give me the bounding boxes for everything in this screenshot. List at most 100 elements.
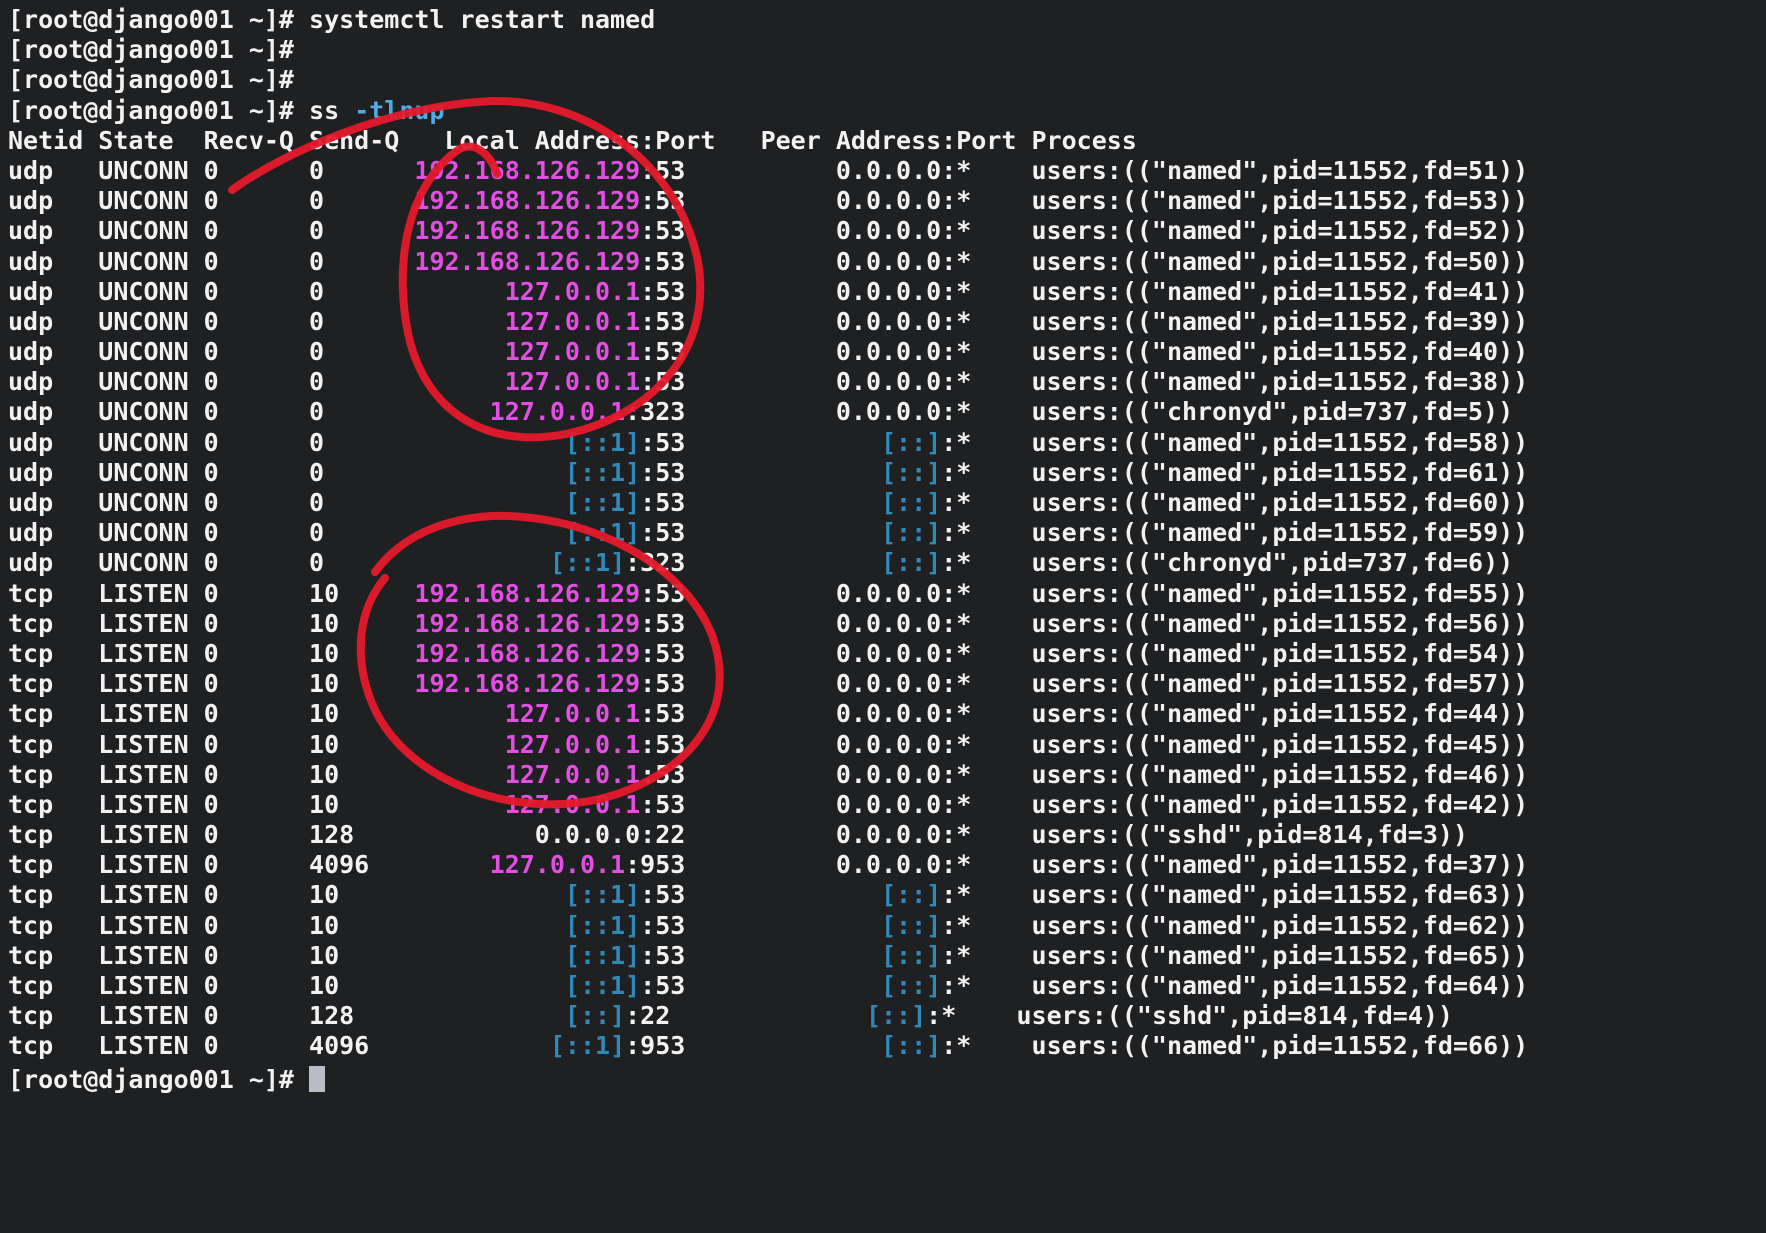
terminal-line: udp UNCONN 0 0 192.168.126.129:53 0.0.0.… [8, 186, 1528, 216]
terminal-text: [root@django001 ~]# [8, 1064, 310, 1094]
terminal-text: :53 0.0.0.0:* users:(("named",pid=11552,… [640, 337, 1529, 367]
terminal-text: :53 [640, 457, 881, 487]
terminal-text: :* users:(("named",pid=11552,fd=62)) [941, 910, 1529, 940]
ipv6-address: [::1] [549, 548, 626, 578]
terminal-text: [root@django001 ~]# [8, 35, 294, 65]
terminal-text: :* users:(("named",pid=11552,fd=65)) [941, 940, 1529, 970]
terminal-line: [root@django001 ~]# [8, 65, 1528, 95]
ip-address: 192.168.126.129 [414, 669, 641, 699]
terminal-line: tcp LISTEN 0 10 127.0.0.1:53 0.0.0.0:* u… [8, 760, 1528, 790]
terminal-text: :53 [640, 427, 881, 457]
terminal-text: :* users:(("chronyd",pid=737,fd=6)) [941, 548, 1514, 578]
terminal-text: :53 [640, 910, 881, 940]
ip-address: 192.168.126.129 [414, 246, 641, 276]
ipv6-address: [::1] [564, 457, 641, 487]
terminal-text: udp UNCONN 0 0 [8, 518, 565, 548]
terminal-text: tcp LISTEN 0 10 [8, 638, 415, 668]
terminal-text: tcp LISTEN 0 4096 [8, 1031, 550, 1061]
terminal-text: udp UNCONN 0 0 [8, 216, 415, 246]
ip-address: 192.168.126.129 [414, 186, 641, 216]
ip-address: 127.0.0.1 [504, 367, 641, 397]
terminal-text: :* users:(("named",pid=11552,fd=64)) [941, 971, 1529, 1000]
ipv6-address: [::] [881, 427, 942, 457]
terminal-text: :* users:(("sshd",pid=814,fd=4)) [926, 1001, 1453, 1031]
terminal-text: tcp LISTEN 0 10 [8, 880, 565, 910]
terminal-text: udp UNCONN 0 0 [8, 548, 550, 578]
terminal-text: :53 0.0.0.0:* users:(("named",pid=11552,… [640, 578, 1529, 608]
terminal-text: udp UNCONN 0 0 [8, 367, 505, 397]
terminal-line: udp UNCONN 0 0 127.0.0.1:53 0.0.0.0:* us… [8, 277, 1528, 307]
ip-address: 192.168.126.129 [414, 155, 641, 185]
terminal-text: [root@django001 ~]# systemctl restart na… [8, 5, 656, 34]
terminal-text: :* users:(("named",pid=11552,fd=61)) [941, 457, 1529, 487]
ipv6-address: [::1] [564, 910, 641, 940]
terminal-line: tcp LISTEN 0 10 127.0.0.1:53 0.0.0.0:* u… [8, 790, 1528, 820]
ip-address: 192.168.126.129 [414, 578, 641, 608]
terminal-text: :* users:(("named",pid=11552,fd=63)) [941, 880, 1529, 910]
terminal-line: tcp LISTEN 0 10 192.168.126.129:53 0.0.0… [8, 669, 1528, 699]
terminal-line: tcp LISTEN 0 10 192.168.126.129:53 0.0.0… [8, 639, 1528, 669]
terminal-line: udp UNCONN 0 0 [::1]:53 [::]:* users:(("… [8, 458, 1528, 488]
terminal-text: tcp LISTEN 0 10 [8, 608, 415, 638]
terminal-text: :53 0.0.0.0:* users:(("named",pid=11552,… [640, 216, 1529, 246]
terminal-text: :* users:(("named",pid=11552,fd=58)) [941, 427, 1529, 457]
ipv6-address: [::] [881, 518, 942, 548]
ipv6-address: [::1] [564, 488, 641, 517]
terminal-text: tcp LISTEN 0 10 [8, 910, 565, 940]
ipv6-address: [::1] [564, 427, 641, 457]
terminal-text: udp UNCONN 0 0 [8, 397, 490, 427]
terminal-line: udp UNCONN 0 0 127.0.0.1:53 0.0.0.0:* us… [8, 337, 1528, 367]
terminal-line: tcp LISTEN 0 128 0.0.0.0:22 0.0.0.0:* us… [8, 820, 1528, 850]
terminal-text: tcp LISTEN 0 4096 [8, 850, 490, 880]
terminal-text: udp UNCONN 0 0 [8, 337, 505, 367]
ipv6-address: [::] [881, 1031, 942, 1061]
terminal-line: tcp LISTEN 0 10 192.168.126.129:53 0.0.0… [8, 609, 1528, 639]
terminal-line: udp UNCONN 0 0 192.168.126.129:53 0.0.0.… [8, 247, 1528, 277]
terminal-text: tcp LISTEN 0 10 [8, 699, 505, 729]
terminal-text: :53 0.0.0.0:* users:(("named",pid=11552,… [640, 729, 1529, 759]
terminal-text: tcp LISTEN 0 128 0.0.0.0:22 0.0.0.0:* us… [8, 820, 1468, 850]
ip-address: 127.0.0.1 [489, 397, 626, 427]
terminal-line: udp UNCONN 0 0 [::1]:323 [::]:* users:((… [8, 548, 1528, 578]
terminal-line: udp UNCONN 0 0 192.168.126.129:53 0.0.0.… [8, 216, 1528, 246]
terminal-line: udp UNCONN 0 0 [::1]:53 [::]:* users:(("… [8, 518, 1528, 548]
terminal-text: Netid State Recv-Q Send-Q Local Address:… [8, 125, 1137, 155]
terminal-text: :53 0.0.0.0:* users:(("named",pid=11552,… [640, 638, 1529, 668]
ipv6-address: [::] [881, 548, 942, 578]
terminal-text: :53 0.0.0.0:* users:(("named",pid=11552,… [640, 367, 1529, 397]
terminal-line: udp UNCONN 0 0 127.0.0.1:53 0.0.0.0:* us… [8, 307, 1528, 337]
terminal-text: :53 0.0.0.0:* users:(("named",pid=11552,… [640, 155, 1529, 185]
ipv6-address: [::1] [564, 971, 641, 1000]
terminal-text: tcp LISTEN 0 10 [8, 578, 415, 608]
terminal-text: [root@django001 ~]# ss [8, 95, 355, 125]
terminal-line: [root@django001 ~]# ss -tlnup [8, 96, 1528, 126]
terminal-text: tcp LISTEN 0 10 [8, 729, 505, 759]
terminal-text: udp UNCONN 0 0 [8, 186, 415, 216]
terminal-output: [root@django001 ~]# systemctl restart na… [8, 5, 1529, 1094]
terminal-text: :53 0.0.0.0:* users:(("named",pid=11552,… [640, 669, 1529, 699]
terminal-text: tcp LISTEN 0 10 [8, 971, 565, 1000]
terminal-text: udp UNCONN 0 0 [8, 246, 415, 276]
terminal-text: udp UNCONN 0 0 [8, 155, 415, 185]
terminal-text: udp UNCONN 0 0 [8, 276, 505, 306]
terminal-text: :53 0.0.0.0:* users:(("named",pid=11552,… [640, 789, 1529, 819]
terminal-text: :53 0.0.0.0:* users:(("named",pid=11552,… [640, 276, 1529, 306]
ipv6-address: [::] [881, 488, 942, 517]
terminal-line: tcp LISTEN 0 10 [::1]:53 [::]:* users:((… [8, 941, 1528, 971]
ip-address: 192.168.126.129 [414, 608, 641, 638]
terminal-text: :53 0.0.0.0:* users:(("named",pid=11552,… [640, 246, 1529, 276]
terminal-text: :53 [640, 940, 881, 970]
terminal-text: tcp LISTEN 0 10 [8, 789, 505, 819]
terminal-line: tcp LISTEN 0 128 [::]:22 [::]:* users:((… [8, 1001, 1528, 1031]
ipv6-address: [::1] [564, 880, 641, 910]
ip-address: 127.0.0.1 [504, 699, 641, 729]
ip-address: 127.0.0.1 [504, 789, 641, 819]
ip-address: 127.0.0.1 [504, 729, 641, 759]
ipv6-address: [::] [881, 880, 942, 910]
terminal-text: tcp LISTEN 0 10 [8, 940, 565, 970]
terminal-text: tcp LISTEN 0 128 [8, 1001, 565, 1031]
terminal-line: tcp LISTEN 0 4096 [::1]:953 [::]:* users… [8, 1031, 1528, 1061]
terminal-text: udp UNCONN 0 0 [8, 427, 565, 457]
terminal-text: :* users:(("named",pid=11552,fd=59)) [941, 518, 1529, 548]
